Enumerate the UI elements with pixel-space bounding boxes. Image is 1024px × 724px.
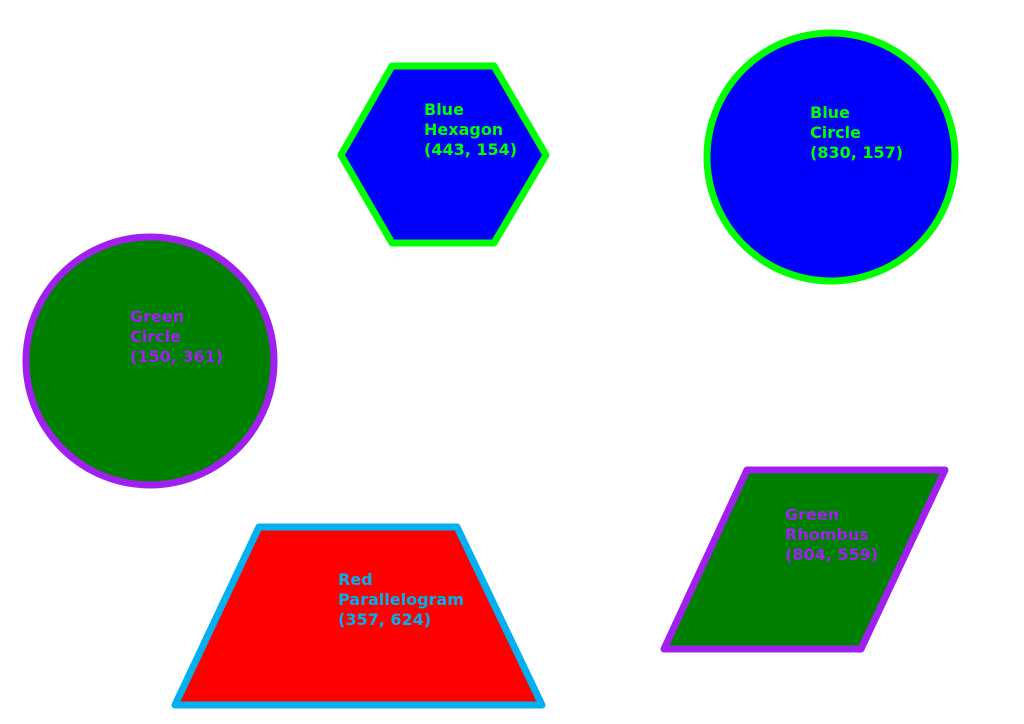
red-parallelogram: Red Parallelogram (357, 624) [171, 523, 546, 709]
green-circle-shape [22, 233, 278, 489]
red-parallelogram-label-line: (357, 624) [338, 610, 431, 629]
blue-hexagon-label-line: Hexagon [424, 120, 503, 139]
blue-circle-label: Blue Circle (830, 157) [810, 103, 903, 162]
blue-hexagon: Blue Hexagon (443, 154) [337, 62, 550, 247]
blue-circle-shape [703, 29, 959, 285]
green-rhombus-label-line: Green [785, 505, 839, 524]
green-circle-label-line: Circle [130, 327, 181, 346]
blue-hexagon-label-line: Blue [424, 100, 464, 119]
red-parallelogram-label-line: Red [338, 570, 373, 589]
blue-circle-label-line: (830, 157) [810, 143, 903, 162]
blue-circle: Blue Circle (830, 157) [703, 29, 959, 285]
red-parallelogram-label-line: Parallelogram [338, 590, 464, 609]
green-circle-label-line: (150, 361) [130, 347, 223, 366]
blue-circle-label-line: Circle [810, 123, 861, 142]
blue-circle-label-line: Blue [810, 103, 850, 122]
green-rhombus: Green Rhombus (804, 559) [660, 466, 949, 653]
green-circle-label-line: Green [130, 307, 184, 326]
red-parallelogram-shape [171, 523, 546, 709]
red-parallelogram-label: Red Parallelogram (357, 624) [338, 570, 464, 629]
blue-hexagon-shape [337, 62, 550, 247]
green-circle: Green Circle (150, 361) [22, 233, 278, 489]
green-rhombus-label-line: (804, 559) [785, 545, 878, 564]
green-circle-label: Green Circle (150, 361) [130, 307, 223, 366]
green-rhombus-label-line: Rhombus [785, 525, 869, 544]
blue-hexagon-label-line: (443, 154) [424, 140, 517, 159]
green-rhombus-shape [660, 466, 949, 653]
blue-hexagon-label: Blue Hexagon (443, 154) [424, 100, 517, 159]
green-rhombus-label: Green Rhombus (804, 559) [785, 505, 878, 564]
